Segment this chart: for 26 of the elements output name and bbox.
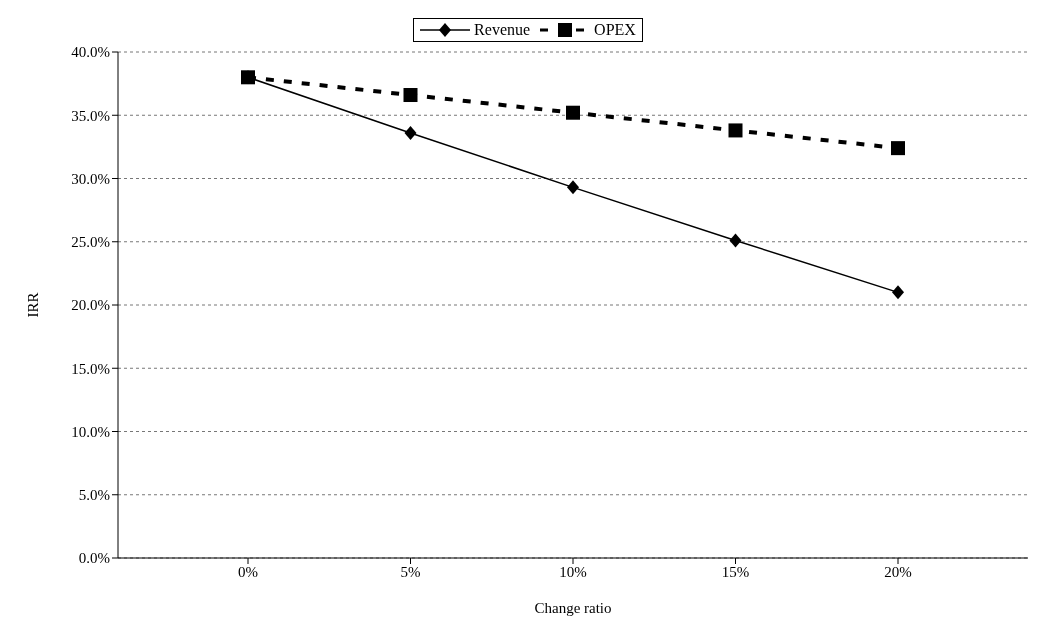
point	[566, 105, 580, 120]
point	[729, 233, 742, 248]
y-axis-title: IRR	[25, 292, 42, 318]
x-tick-label: 15%	[721, 563, 750, 580]
y-tick-label: 25.0%	[71, 234, 110, 251]
y-tick-label: 40.0%	[71, 44, 110, 61]
y-tick-label: 5.0%	[78, 487, 110, 504]
point	[404, 125, 417, 140]
point	[728, 123, 743, 138]
x-tick-label: 10%	[559, 563, 587, 580]
legend-label: Revenue	[474, 21, 531, 39]
legend-label: OPEX	[594, 21, 636, 39]
y-tick-label: 15.0%	[71, 360, 110, 377]
y-tick-label: 10.0%	[71, 423, 110, 440]
y-tick-label: 0.0%	[78, 550, 110, 567]
point	[567, 180, 579, 195]
x-axis-title: Change ratio	[534, 600, 612, 616]
x-tick-label: 0%	[238, 563, 258, 580]
x-tick-label: 5%	[400, 563, 421, 580]
x-tick-label: 20%	[884, 563, 912, 580]
y-tick-label: 20.0%	[71, 297, 110, 314]
point	[892, 285, 904, 300]
point	[403, 88, 418, 103]
point	[891, 141, 905, 156]
y-tick-label: 30.0%	[71, 170, 110, 187]
y-tick-label: 35.0%	[71, 107, 110, 124]
